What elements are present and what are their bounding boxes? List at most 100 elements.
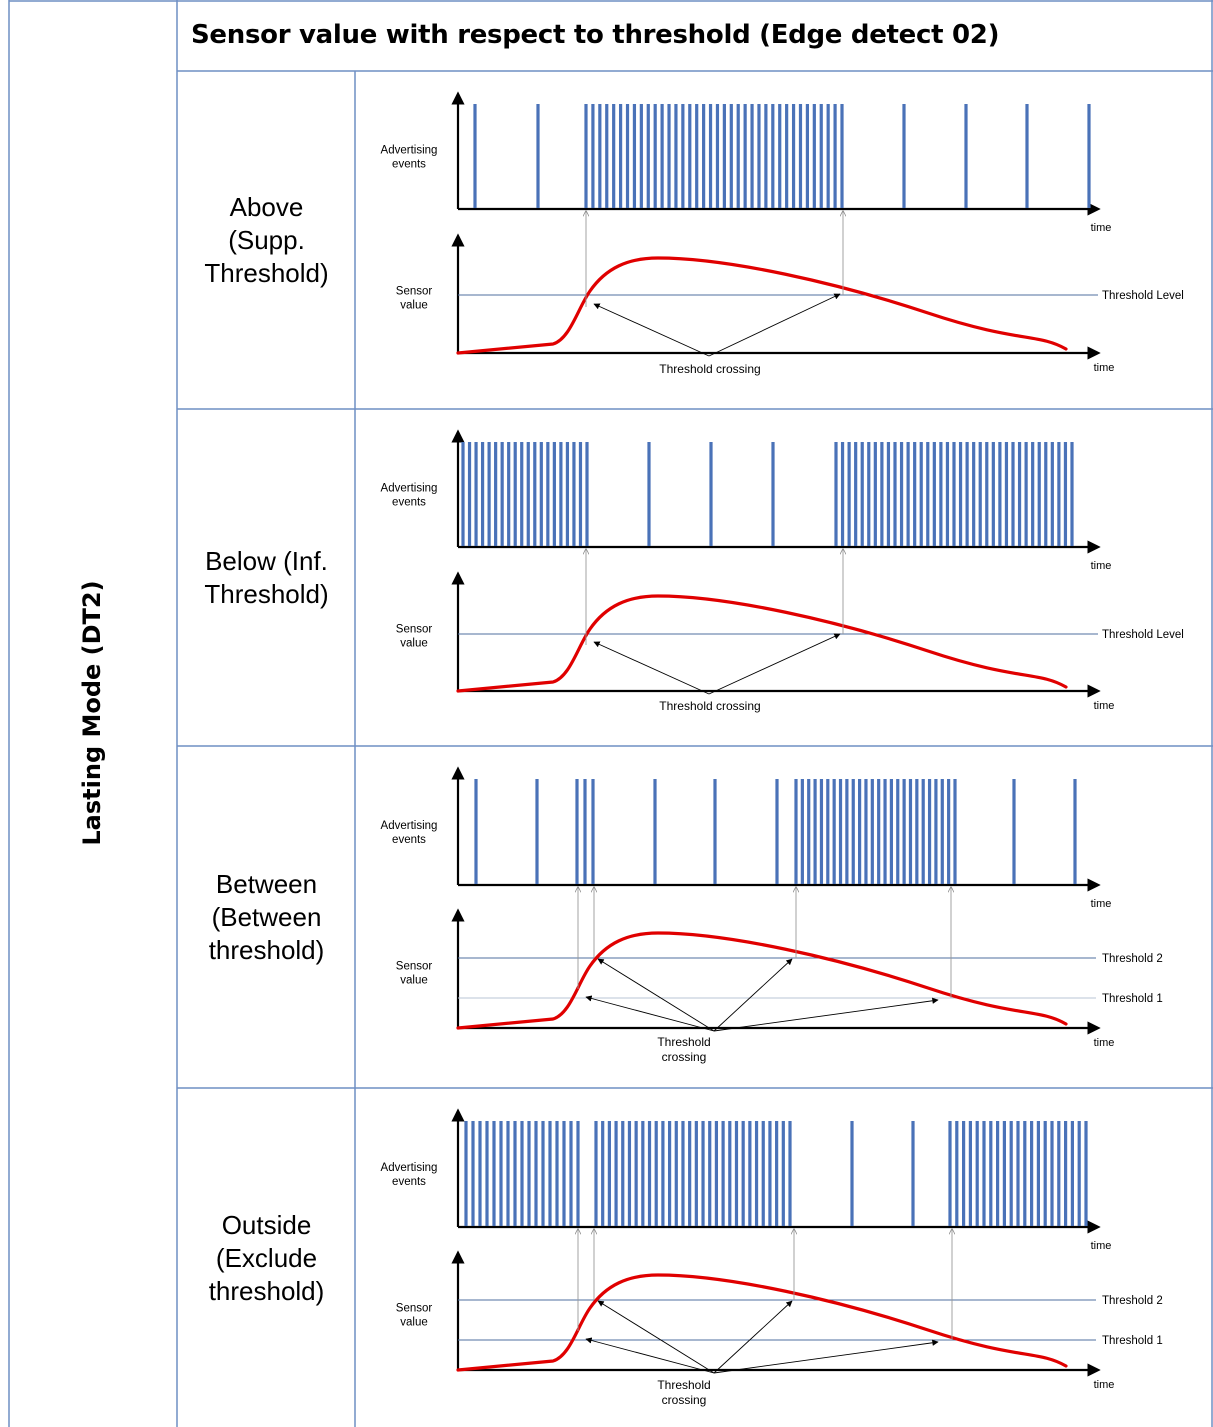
advertising-event-bar — [989, 1121, 993, 1226]
advertising-event-bar — [915, 779, 919, 884]
advertising-event-bar — [555, 1121, 559, 1226]
advertising-event-bar — [708, 104, 713, 208]
advertising-event-bar — [722, 104, 726, 208]
advertising-event-bar — [791, 104, 796, 208]
advertising-event-bar — [1036, 1121, 1040, 1226]
sensor-value-label: Sensor value — [396, 286, 433, 312]
advertising-event-bar — [908, 779, 913, 884]
advertising-event-bar — [785, 104, 789, 208]
crossing-arrow — [593, 641, 710, 695]
advertising-event-bar — [826, 779, 830, 884]
advertising-event-bar — [467, 442, 472, 546]
advertising-event-bar — [1064, 1121, 1068, 1226]
sensor-time-label: time — [1094, 362, 1115, 374]
advertising-event-bar — [788, 1121, 792, 1226]
advertising-event-bar — [1037, 442, 1041, 546]
sensor-value-curve — [456, 594, 1068, 693]
advertising-event-bar — [845, 779, 849, 884]
advertising-event-bar — [565, 442, 570, 546]
advertising-event-bar — [1004, 442, 1009, 546]
advertising-event-bar — [536, 104, 540, 208]
advertising-event-bar — [748, 1121, 752, 1226]
advertising-event-bar — [775, 1121, 779, 1226]
advertising-event-bar — [939, 442, 943, 546]
advertising-event-bar — [926, 442, 930, 546]
advertising-event-bar — [598, 104, 602, 208]
advertising-event-bar — [471, 1121, 475, 1226]
advertising-event-bar — [485, 1121, 489, 1226]
advertising-event-bar — [927, 779, 932, 884]
advertising-event-bar — [975, 1121, 979, 1226]
advertising-event-bar — [681, 104, 685, 208]
advertising-event-bar — [646, 104, 650, 208]
advertising-event-bar — [478, 1121, 482, 1226]
advertising-event-bar — [1050, 1121, 1054, 1226]
advertising-event-bar — [526, 442, 530, 546]
advertising-event-bar — [947, 779, 951, 884]
advertising-event-bar — [487, 442, 491, 546]
advertising-event-bar — [982, 1121, 986, 1226]
advertising-event-bar — [812, 104, 816, 208]
advertising-event-bar — [838, 779, 843, 884]
sensor-time-label: time — [1094, 1379, 1115, 1391]
advertising-event-bar — [1043, 1121, 1047, 1226]
crossing-arrow — [593, 303, 710, 357]
advertising-events-label: Advertising events — [381, 1162, 438, 1188]
crossing-arrow — [597, 958, 715, 1032]
advertising-event-bar — [896, 779, 900, 884]
sensor-value-curve — [456, 256, 1068, 355]
advertising-event-bar — [702, 104, 706, 208]
sensor-value-label: Sensor value — [396, 624, 433, 650]
advertising-event-bar — [1017, 442, 1022, 546]
advertising-event-bar — [919, 442, 923, 546]
advertising-event-bar — [781, 1121, 785, 1226]
crossing-arrow — [597, 1300, 715, 1374]
advertising-event-bar — [559, 442, 563, 546]
advertising-event-bar — [572, 442, 576, 546]
row-label-line: Outside — [221, 1209, 312, 1240]
advertising-event-bar — [729, 104, 733, 208]
row-label-line: Between — [215, 869, 318, 899]
advertising-event-bar — [728, 1121, 732, 1226]
advertising-event-bar — [819, 104, 823, 208]
advertising-event-bar — [480, 442, 485, 546]
table-header-title: Sensor value with respect to threshold (… — [191, 20, 1000, 50]
advertising-event-bar — [601, 1121, 605, 1226]
advertising-event-bar — [1002, 1121, 1006, 1226]
advertising-event-bar — [520, 442, 524, 546]
threshold-label: Threshold 1 — [1102, 993, 1163, 1005]
advertising-event-bar — [1084, 1121, 1088, 1226]
advertising-event-bar — [741, 1121, 745, 1226]
advertising-event-bar — [621, 1121, 625, 1226]
advertising-event-bar — [569, 1121, 573, 1226]
advertising-event-bar — [985, 442, 989, 546]
advertising-event-bar — [847, 442, 851, 546]
advertising-event-bar — [713, 779, 717, 884]
advertising-event-bar — [968, 1121, 972, 1226]
advertising-event-bar — [893, 442, 897, 546]
advertising-event-bar — [1023, 1121, 1027, 1226]
advertising-events-label: Advertising events — [381, 483, 438, 509]
row-label-above: Above (Supp. Threshold) — [178, 72, 355, 409]
advertising-event-bar — [688, 1121, 692, 1226]
advertising-event-bar — [546, 442, 550, 546]
row-label-line: Below (Inf. — [205, 546, 328, 576]
crossing-arrow — [585, 995, 715, 1032]
advertising-event-bar — [840, 442, 845, 546]
advertising-event-bar — [625, 104, 630, 208]
advertising-event-bar — [576, 1121, 580, 1226]
advertising-event-bar — [934, 779, 938, 884]
advertising-event-bar — [1009, 1121, 1013, 1226]
advertising-event-bar — [775, 779, 779, 884]
advertising-event-bar — [584, 104, 588, 208]
advertising-event-bar — [548, 1121, 552, 1226]
advertising-event-bar — [902, 104, 906, 208]
advertising-event-bar — [958, 442, 963, 546]
lasting-mode-label: Lasting Mode (DT2) — [78, 580, 106, 846]
advertising-events-label: Advertising events — [381, 820, 438, 846]
advertising-events-label: Advertising events — [381, 145, 438, 171]
advertising-event-bar — [632, 104, 637, 208]
advertising-event-bar — [1057, 442, 1061, 546]
advertising-event-bar — [945, 442, 950, 546]
